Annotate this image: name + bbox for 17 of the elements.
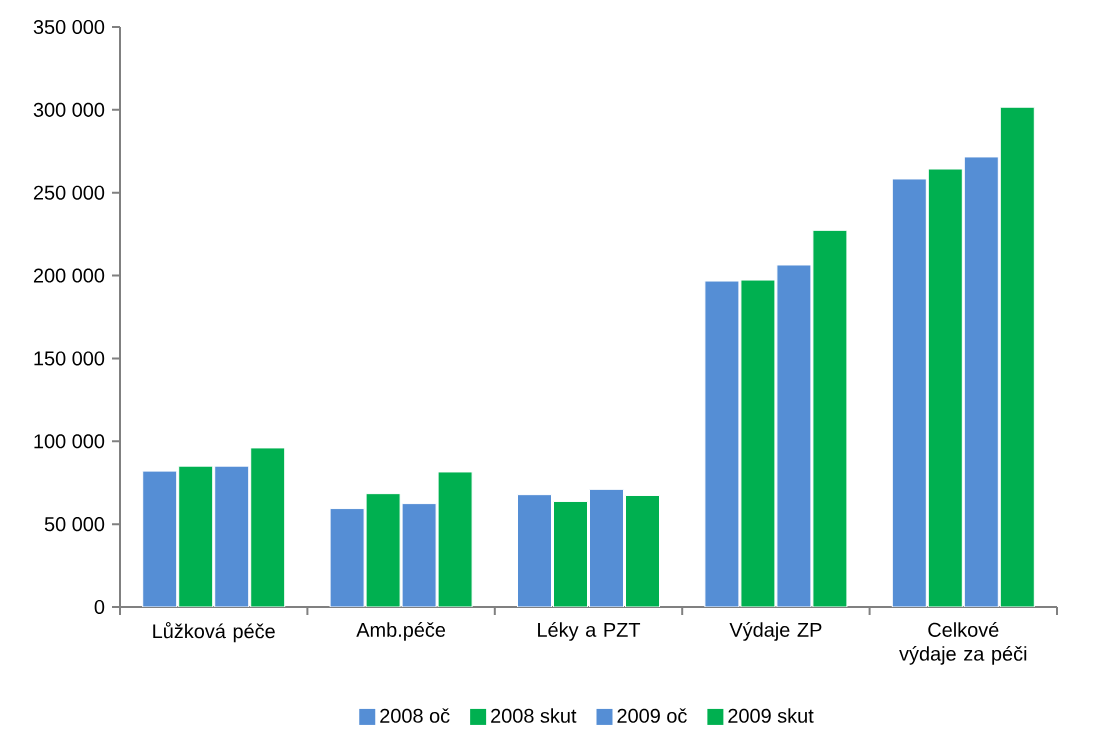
y-tick-label: 300 000 bbox=[33, 102, 105, 117]
legend-label: 2009 oč bbox=[617, 708, 687, 723]
x-tick-label: Léky a PZT bbox=[538, 622, 641, 641]
x-tick-label: Lůžková péče bbox=[153, 622, 275, 643]
y-tick-label: 0 bbox=[94, 599, 105, 615]
y-tick-label: 250 000 bbox=[33, 185, 105, 200]
x-tick-label: Amb.péče bbox=[356, 622, 446, 641]
y-tick-label: 200 000 bbox=[33, 268, 105, 283]
y-tick-label: 350 000 bbox=[33, 19, 105, 35]
legend-label: 2008 oč bbox=[380, 708, 450, 723]
y-tick-label: 100 000 bbox=[34, 434, 105, 449]
y-tick-label: 150 000 bbox=[34, 351, 105, 366]
x-tick-label: Celkové výdaje za péči bbox=[899, 622, 1027, 665]
legend-label: 2009 skut bbox=[728, 708, 814, 723]
x-tick-label: Výdaje ZP bbox=[729, 622, 822, 641]
y-tick-label: 50 000 bbox=[44, 517, 105, 532]
legend-label: 2008 skut bbox=[491, 708, 577, 723]
